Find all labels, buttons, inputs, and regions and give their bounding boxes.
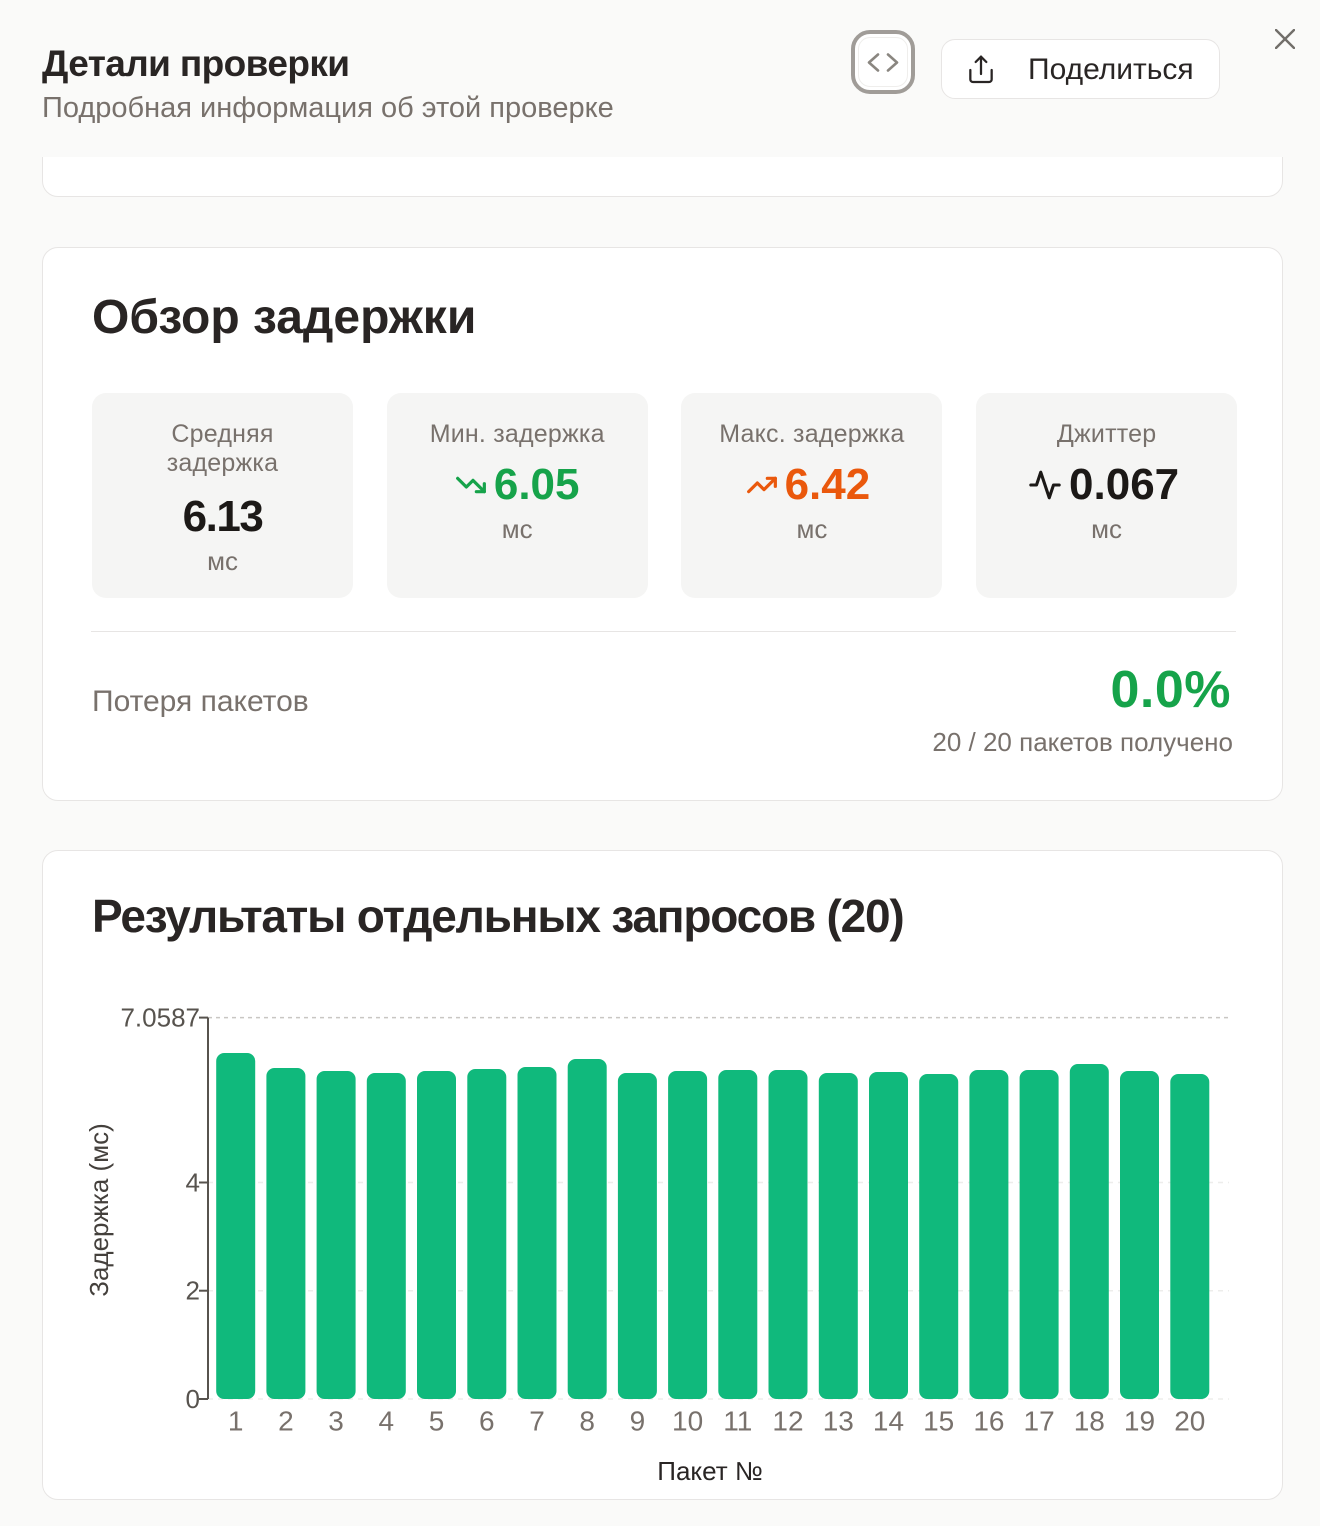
svg-text:14: 14 xyxy=(873,1406,904,1437)
svg-text:1: 1 xyxy=(228,1406,244,1437)
svg-text:0: 0 xyxy=(186,1384,200,1414)
svg-text:8: 8 xyxy=(579,1406,595,1437)
svg-text:9: 9 xyxy=(630,1406,646,1437)
svg-text:5: 5 xyxy=(429,1406,445,1437)
svg-text:15: 15 xyxy=(923,1406,954,1437)
svg-text:18: 18 xyxy=(1074,1406,1105,1437)
svg-text:7: 7 xyxy=(529,1406,545,1437)
svg-text:4: 4 xyxy=(379,1406,395,1437)
svg-text:19: 19 xyxy=(1124,1406,1155,1437)
svg-text:16: 16 xyxy=(973,1406,1004,1437)
svg-text:20: 20 xyxy=(1174,1406,1205,1437)
svg-text:3: 3 xyxy=(328,1406,344,1437)
svg-text:Пакет №: Пакет № xyxy=(657,1456,762,1486)
svg-text:11: 11 xyxy=(723,1406,752,1437)
svg-text:6: 6 xyxy=(479,1406,495,1437)
svg-text:7.0587: 7.0587 xyxy=(120,1003,200,1033)
svg-text:4: 4 xyxy=(186,1168,200,1198)
svg-text:10: 10 xyxy=(672,1406,703,1437)
svg-text:Задержка (мс): Задержка (мс) xyxy=(84,1123,114,1296)
svg-text:12: 12 xyxy=(772,1406,803,1437)
svg-text:2: 2 xyxy=(278,1406,294,1437)
svg-text:13: 13 xyxy=(823,1406,854,1437)
svg-text:17: 17 xyxy=(1024,1406,1055,1437)
svg-text:2: 2 xyxy=(186,1276,200,1306)
